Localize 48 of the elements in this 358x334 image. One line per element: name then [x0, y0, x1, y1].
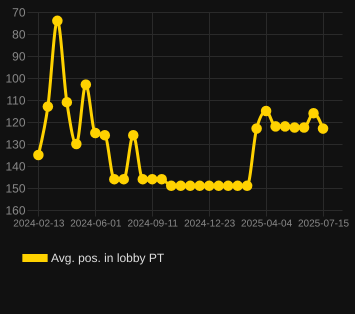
- point: [260, 106, 272, 116]
- y-tick-label: 70: [12, 6, 26, 20]
- point: [204, 180, 214, 192]
- y-tick-label: 130: [5, 138, 26, 152]
- y-tick-label: 100: [5, 72, 26, 86]
- point: [222, 180, 234, 192]
- point: [71, 138, 82, 150]
- point: [156, 174, 167, 184]
- x-tick-label: 2025-04-04: [241, 218, 293, 230]
- point: [138, 174, 148, 184]
- y-tick-label: 160: [5, 204, 26, 218]
- legend-label: Avg. pos. in lobby PT: [51, 251, 165, 265]
- point: [251, 123, 262, 134]
- y-tick-label: 80: [12, 28, 26, 42]
- point: [298, 122, 310, 133]
- point: [146, 174, 158, 184]
- point: [42, 101, 54, 112]
- point: [62, 96, 72, 108]
- y-tick-label: 140: [5, 160, 26, 174]
- point: [109, 174, 120, 184]
- x-tick-label: 2024-09-11: [128, 218, 178, 230]
- point: [213, 180, 224, 192]
- point: [118, 174, 130, 184]
- point: [270, 121, 281, 132]
- point: [289, 122, 300, 133]
- x-tick-label: 2024-06-01: [70, 218, 122, 230]
- y-tick-label: 90: [12, 50, 26, 64]
- point: [232, 180, 243, 192]
- y-tick-label: 110: [6, 94, 26, 108]
- point: [184, 180, 196, 192]
- point: [194, 180, 205, 192]
- point: [175, 180, 186, 192]
- point: [52, 16, 63, 26]
- point: [33, 150, 44, 160]
- y-tick-label: 150: [5, 182, 26, 196]
- x-tick-label: 2024-02-13: [13, 218, 65, 230]
- point: [90, 128, 101, 138]
- x-tick-label: 2025-07-15: [298, 218, 350, 230]
- point: [80, 79, 92, 90]
- point: [100, 130, 110, 140]
- point: [308, 108, 319, 118]
- point: [128, 130, 139, 140]
- point: [166, 180, 176, 192]
- point: [280, 121, 290, 132]
- point: [318, 123, 328, 134]
- x-tick-label: 2024-12-23: [184, 218, 236, 230]
- point: [242, 180, 252, 192]
- y-tick-label: 120: [5, 116, 26, 130]
